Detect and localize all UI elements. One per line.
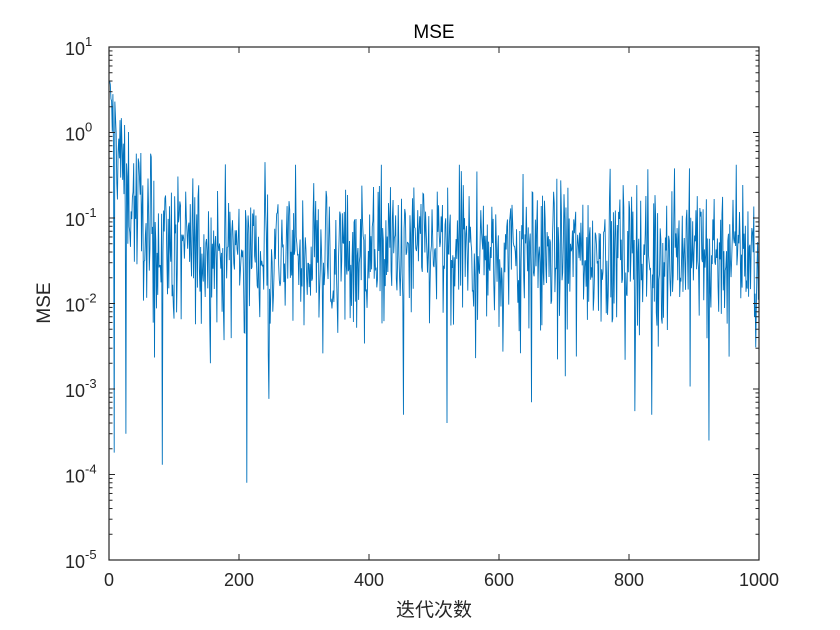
y-tick-label: 101 — [65, 34, 92, 59]
mse-line — [109, 80, 760, 483]
y-tick-labels: 10-5 10-4 10-3 10-2 10-1 100 101 — [65, 34, 97, 572]
y-tick-label: 100 — [65, 120, 92, 145]
mse-line-series — [109, 80, 760, 483]
y-tick-label: 10-5 — [65, 547, 97, 572]
y-axis-label: MSE — [34, 282, 55, 323]
y-tick-label: 10-1 — [65, 205, 97, 230]
x-tick-label: 600 — [484, 570, 514, 590]
x-tick-label: 800 — [614, 570, 644, 590]
axis-ticks — [108, 46, 760, 561]
y-tick-label: 10-2 — [65, 291, 97, 316]
y-tick-label: 10-3 — [65, 376, 97, 401]
x-tick-label: 1000 — [739, 570, 779, 590]
x-tick-label: 200 — [224, 570, 254, 590]
chart-title: MSE — [413, 22, 454, 43]
x-tick-labels: 0 200 400 600 800 1000 — [104, 570, 779, 590]
x-tick-label: 0 — [104, 570, 114, 590]
y-tick-label: 10-4 — [65, 462, 97, 487]
x-tick-label: 400 — [354, 570, 384, 590]
x-axis-label: 迭代次数 — [396, 599, 472, 621]
